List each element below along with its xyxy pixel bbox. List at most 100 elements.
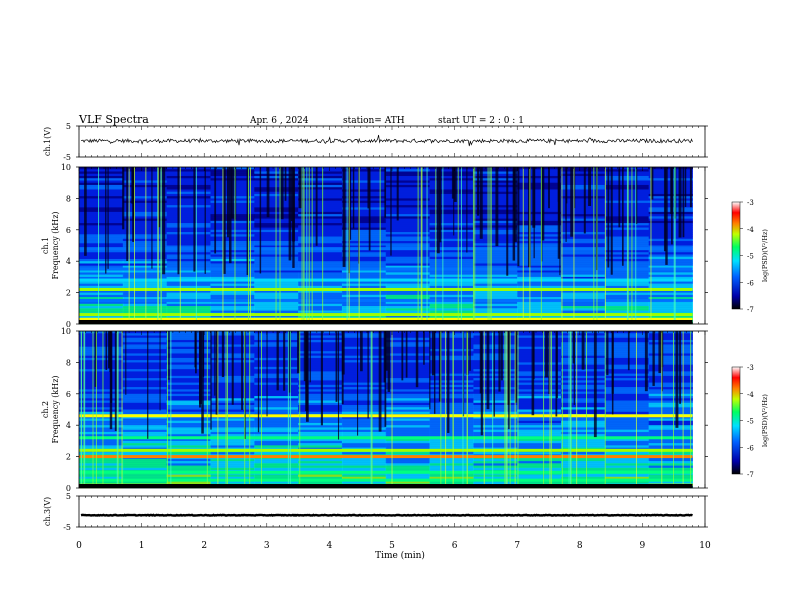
dropout-streak (434, 331, 436, 414)
spectrogram-cell (604, 416, 650, 419)
spectrogram-cell (341, 187, 387, 190)
spectrogram-cell (561, 380, 606, 383)
spectrogram-cell (298, 405, 343, 408)
dropout-streak (107, 167, 109, 269)
spectrogram-cell (648, 236, 693, 240)
spheric-line (631, 167, 633, 324)
spectrogram-cell (298, 366, 343, 370)
dropout-streak (210, 331, 212, 430)
spectrogram-cell (210, 467, 255, 471)
spectrogram-cell (385, 452, 431, 455)
spectrogram-cell (122, 463, 168, 466)
spectrogram-cell (648, 387, 693, 390)
spectrogram-cell (648, 357, 693, 361)
spectrogram-cell (517, 276, 562, 280)
spectrogram-cell (166, 173, 211, 177)
spectrogram-cell (166, 429, 211, 433)
spectrogram-cell (166, 303, 211, 307)
spectrogram-cell (122, 360, 168, 363)
spectrogram-cell (517, 355, 562, 359)
spectrogram-cell (122, 411, 168, 415)
spectrogram-cell (648, 220, 693, 224)
spectrogram-cell (648, 263, 693, 266)
spectrogram-cell (604, 331, 650, 334)
date-label: Apr. 6 , 2024 (249, 116, 309, 126)
spectrogram-cell (648, 301, 693, 305)
spectrogram-cell (341, 294, 387, 298)
spectrogram-cell (298, 169, 343, 172)
spheric-line (682, 331, 684, 488)
spectrogram-cell (166, 254, 211, 258)
spectrogram-cell (341, 292, 387, 296)
x-tick-label: 1 (139, 541, 145, 551)
spectrogram-cell (473, 348, 518, 352)
spectrogram-cell (385, 384, 431, 388)
dropout-streak (431, 331, 435, 376)
dropout-streak (558, 167, 561, 224)
spectrogram-cell (254, 348, 299, 352)
spectrogram-cell (561, 306, 606, 309)
spectrogram-cell (298, 411, 343, 415)
spheric-line (128, 167, 130, 324)
spectrogram-cell (166, 243, 211, 246)
spectrogram-cell (517, 387, 562, 390)
spectrogram-cell (561, 258, 606, 262)
spectrogram-cell (298, 306, 343, 309)
dropout-streak (94, 331, 97, 387)
spectrogram-cell (298, 285, 343, 289)
start-ut-label: start UT = 2 : 0 : 1 (438, 116, 524, 126)
dropout-streak (204, 167, 206, 274)
dropout-streak (621, 167, 624, 266)
dropout-streak (453, 167, 457, 202)
dropout-streak (288, 167, 292, 261)
spectrogram-cell (79, 236, 124, 240)
spectrogram-cell (298, 241, 343, 244)
dropout-streak (627, 331, 630, 371)
spectrogram-cell (79, 211, 124, 215)
spectrogram-cell (210, 234, 255, 237)
spectrogram-cell (210, 405, 255, 408)
spectrogram-cell (122, 214, 168, 217)
spectrogram-cell (122, 297, 168, 300)
spectrogram-cell (341, 409, 387, 413)
spectrogram-cell (210, 474, 255, 478)
spectrogram-cell (517, 364, 562, 368)
spectrogram-cell (517, 375, 562, 379)
spectrogram-cell (561, 263, 606, 266)
spheric-line (289, 331, 291, 488)
spectrogram-cell (473, 452, 518, 455)
spectrogram-cell (298, 353, 343, 356)
spectrogram-cell (166, 202, 211, 206)
spectrogram-cell (561, 175, 606, 179)
dropout-streak (288, 331, 292, 393)
spectrogram-cell (341, 407, 387, 410)
spectrogram-cell (385, 315, 431, 318)
spectrogram-cell (341, 218, 387, 222)
dropout-streak (384, 331, 387, 427)
spectrogram-cell (298, 418, 343, 422)
spectrogram-cell (79, 476, 124, 480)
spectrogram-cell (166, 258, 211, 262)
spectrogram-cell (166, 440, 211, 444)
y-tick-label: 10 (61, 327, 71, 336)
dropout-streak (689, 167, 692, 208)
spheric-line (650, 167, 652, 324)
spectrogram-cell (79, 452, 124, 455)
spectrogram-cell (298, 373, 343, 377)
spectrogram-cell (122, 292, 168, 296)
spectrogram-cell (298, 209, 343, 213)
spectrogram-cell (561, 369, 606, 372)
spectrogram-cell (648, 308, 693, 311)
spectrogram-cell (517, 400, 562, 404)
x-tick-label: 4 (327, 541, 333, 551)
spectrogram-cell (648, 348, 693, 352)
spectrogram-cell (517, 463, 562, 466)
y-tick-label: 0 (66, 484, 71, 493)
spectrogram-cell (79, 256, 124, 260)
spheric-line (551, 331, 553, 488)
spectrogram-cell (79, 285, 124, 289)
spectrogram-cell (561, 211, 606, 215)
spectrogram-cell (517, 303, 562, 307)
dropout-streak (198, 331, 202, 408)
